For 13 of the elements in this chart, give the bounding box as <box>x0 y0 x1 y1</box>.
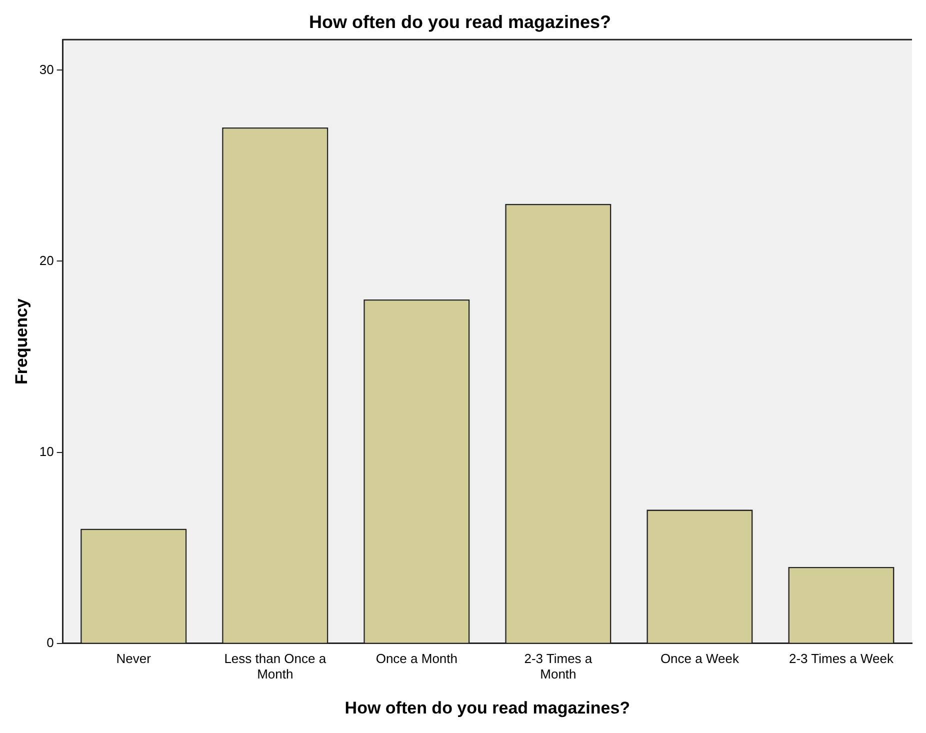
y-tick-label: 20 <box>39 252 54 268</box>
chart-title: How often do you read magazines? <box>308 12 612 32</box>
y-axis-title: Frequency <box>12 298 31 384</box>
x-tick-label: Once a Week <box>660 650 740 666</box>
x-axis-title: How often do you read magazines? <box>344 698 630 718</box>
y-tick-label: 30 <box>39 62 54 77</box>
x-tick-label: 2-3 Times a Month <box>524 650 593 682</box>
x-tick-label: Never <box>116 650 152 666</box>
y-tick-label: 0 <box>46 634 54 650</box>
x-tick-label: Once a Month <box>376 650 458 666</box>
x-tick-label: Less than Once a Month <box>224 650 327 682</box>
x-tick-label: 2-3 Times a Week <box>788 650 894 666</box>
y-tick-label: 10 <box>39 444 54 459</box>
